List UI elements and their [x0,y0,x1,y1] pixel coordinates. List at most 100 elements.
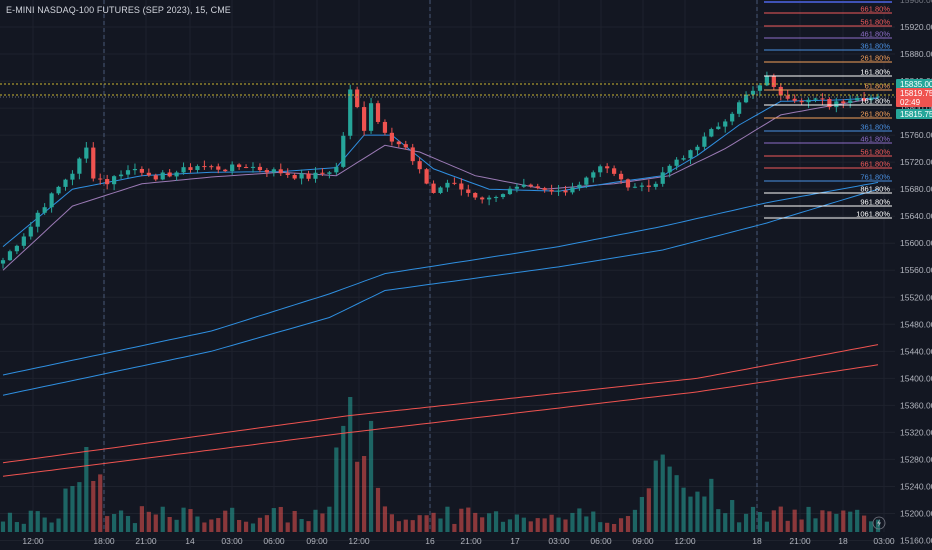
fib-level-label: 461.80% [860,30,890,39]
volume-bar [570,512,575,532]
candle-body [820,98,825,100]
volume-bar [743,513,749,532]
time-tick-label: 14 [185,536,195,546]
fib-level-label: 461.80% [860,135,890,144]
candle-body [591,172,596,178]
volume-bar [757,512,763,532]
time-tick-label: 06:00 [263,536,285,546]
time-axis[interactable]: 12:00 18:00 21:00 14 03:00 06:00 09:00 12:00 16 2… [22,536,895,546]
volume-bar [598,522,603,532]
volume-bar [320,513,325,532]
candle-body [410,147,415,162]
candle-body [306,173,311,179]
volume-bar [785,520,790,532]
volume-bar [362,456,367,532]
fib-level-label: 961.80% [860,198,890,207]
candle-body [230,164,235,172]
volume-bar [806,506,811,532]
lightning-icon[interactable] [872,516,886,530]
candle-body [334,166,339,173]
volume-bar [14,522,19,532]
fib-level-label: 861.80% [860,185,890,194]
candle-body [535,186,540,189]
candle-body [466,189,471,193]
volume-bar [292,510,297,532]
price-marker-label: 15835.00 [900,80,932,89]
candle-body [625,179,631,188]
candle-body [542,188,547,190]
candle-body [320,172,325,174]
ma-fast [2,97,879,247]
candle-body [653,183,658,187]
candle-body [271,169,276,173]
volume-bar [70,486,75,532]
candle-body [98,178,103,180]
volume-bar [716,509,721,532]
candle-body [174,172,179,177]
time-tick-label: 21:00 [460,536,482,546]
price-tick-label: 15720.00 [900,157,932,167]
volume-bar [813,518,818,532]
volume-bar [396,521,401,532]
candle-body [743,94,749,103]
fib-level-label: 261.80% [860,54,890,63]
candle-body [368,103,374,131]
time-tick-label: 21:00 [135,536,157,546]
volume-bar [709,478,714,532]
candle-body [264,170,269,173]
candle-body [403,144,408,148]
fib-level-label: 561.80% [860,148,890,157]
volume-bar [528,521,533,532]
volume-bar [299,519,304,532]
volume-bar [278,506,283,532]
price-lines [0,83,895,98]
candlesticks [0,71,881,269]
volume-bar [688,496,693,532]
time-tick-label: 03:00 [221,536,243,546]
fib-level-label: 361.80% [860,42,890,51]
candle-body [764,76,769,86]
price-marker [896,97,932,107]
candle-body [202,166,207,168]
volume-bar [480,517,485,532]
volume-bar [563,519,568,532]
volume-bar [188,509,193,532]
candle-body [605,166,610,169]
candle-body [695,146,700,151]
volume-bar [459,508,464,532]
candle-body [632,186,638,188]
volume-bar [514,514,519,532]
volume-bar [285,522,290,532]
volume-bar [792,509,797,532]
candle-body [674,159,679,166]
volume-bar [56,518,61,532]
candle-body [528,184,533,187]
candle-body [56,186,61,194]
volume-bar [542,518,547,532]
candle-body [493,197,499,199]
candle-body [278,169,283,174]
volume-bar [750,506,756,532]
fib-level-label: 261.80% [860,110,890,119]
candle-body [799,100,804,103]
fib-level-label: 661.80% [860,160,890,169]
price-tick-label: 15680.00 [900,184,932,194]
price-tick-label: 15800.00 [900,103,932,113]
volume-bar [202,522,207,532]
volume-bar [862,515,867,532]
volume-bar [500,521,506,532]
candle-body [834,101,839,108]
candle-body [70,173,75,180]
candle-body [737,102,742,114]
candle-body [313,172,318,179]
time-tick-label: 09:00 [306,536,328,546]
candle-body [709,129,714,137]
volume-bar [174,519,179,532]
candle-body [327,172,332,174]
volume-bar [334,447,339,532]
fib-level-label: 61.80% [865,82,891,91]
candle-body [438,187,443,193]
volume-bar [556,517,561,532]
volume-bar [7,512,13,532]
